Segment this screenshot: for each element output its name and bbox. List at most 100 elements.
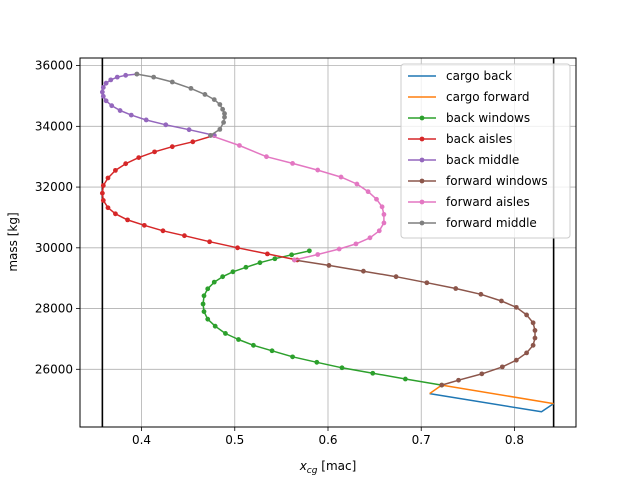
data-point <box>169 79 175 85</box>
data-point <box>113 167 118 173</box>
legend-label: cargo back <box>446 69 512 83</box>
data-point <box>205 286 211 292</box>
data-point <box>361 268 366 274</box>
data-point <box>169 144 175 150</box>
data-point <box>235 245 240 251</box>
data-point <box>201 309 207 314</box>
data-point <box>212 323 218 329</box>
data-point <box>264 251 270 257</box>
y-axis-label: mass [kg] <box>6 212 20 271</box>
y-axis: 26000 28000 30000 32000 34000 36000 <box>35 59 80 376</box>
data-point <box>376 228 382 234</box>
data-point <box>134 71 140 77</box>
series-forward-middle <box>134 71 227 138</box>
data-point <box>128 112 134 118</box>
data-point <box>524 350 529 356</box>
y-tick-label: 30000 <box>35 241 73 255</box>
data-point <box>479 371 485 377</box>
data-point <box>141 222 147 228</box>
legend-label: forward middle <box>446 216 537 230</box>
data-point <box>217 102 223 107</box>
data-point <box>292 257 297 263</box>
data-point <box>190 139 196 145</box>
data-point <box>217 126 223 132</box>
data-point <box>306 248 312 254</box>
x-axis-label-main: x <box>299 459 308 473</box>
data-point <box>103 98 109 104</box>
data-point <box>200 301 206 307</box>
legend-frame <box>400 63 571 239</box>
data-point <box>439 382 445 388</box>
data-point <box>211 97 217 103</box>
data-point <box>114 74 120 80</box>
legend-marker <box>419 136 425 142</box>
data-point <box>220 274 226 280</box>
series-forward-windows <box>292 257 538 388</box>
data-point <box>513 304 519 310</box>
data-point <box>100 93 106 99</box>
legend-marker <box>419 115 425 121</box>
data-point <box>237 143 242 148</box>
data-point <box>136 155 142 161</box>
data-point <box>367 235 373 241</box>
legend-label: forward aisles <box>446 195 530 209</box>
x-tick-label: 0.8 <box>505 433 524 447</box>
series-line <box>202 250 442 386</box>
data-point <box>109 103 115 109</box>
data-point <box>243 264 249 270</box>
data-point <box>339 365 345 371</box>
data-point <box>211 279 217 285</box>
data-point <box>160 228 166 234</box>
data-point <box>201 293 207 299</box>
data-point <box>125 217 130 223</box>
series-line <box>294 259 536 386</box>
series-cargo-back <box>429 392 555 413</box>
legend-label: forward windows <box>446 174 548 188</box>
data-point <box>530 342 536 348</box>
x-axis-label: xcg [mac] <box>299 459 357 476</box>
data-point <box>220 106 226 112</box>
x-axis-label-sub: cg <box>307 466 318 476</box>
data-point <box>532 328 538 333</box>
series-back-windows <box>200 248 445 388</box>
data-point <box>108 77 114 83</box>
data-point <box>186 127 192 133</box>
data-point <box>251 342 256 348</box>
data-point <box>478 291 484 297</box>
data-point <box>151 74 157 80</box>
x-tick-label: 0.7 <box>412 433 431 447</box>
data-point <box>222 114 227 120</box>
data-point <box>223 331 228 336</box>
data-point <box>257 260 263 266</box>
data-point <box>163 122 169 128</box>
x-tick-label: 0.6 <box>318 433 337 447</box>
legend-marker <box>419 178 425 184</box>
data-point <box>336 246 342 252</box>
data-point <box>353 241 359 247</box>
x-axis-label-unit: [mac] <box>317 459 356 473</box>
data-point <box>207 239 212 245</box>
data-point <box>402 376 408 382</box>
data-point <box>365 189 371 195</box>
data-point <box>105 175 111 181</box>
data-point <box>393 274 399 280</box>
series-line <box>429 392 555 413</box>
data-point <box>269 348 275 354</box>
legend-label: back middle <box>446 153 519 167</box>
data-point <box>314 359 320 365</box>
data-point <box>100 183 106 188</box>
data-point <box>205 316 211 322</box>
data-point <box>290 160 295 166</box>
data-point <box>100 85 106 90</box>
legend-marker <box>419 199 425 205</box>
data-point <box>100 198 106 203</box>
legend-marker <box>419 220 425 226</box>
data-point <box>499 298 504 304</box>
data-point <box>379 204 385 210</box>
y-tick-label: 28000 <box>35 302 73 316</box>
data-point <box>236 337 241 342</box>
legend-marker <box>419 157 425 163</box>
data-point <box>99 89 105 95</box>
data-point <box>123 72 129 78</box>
